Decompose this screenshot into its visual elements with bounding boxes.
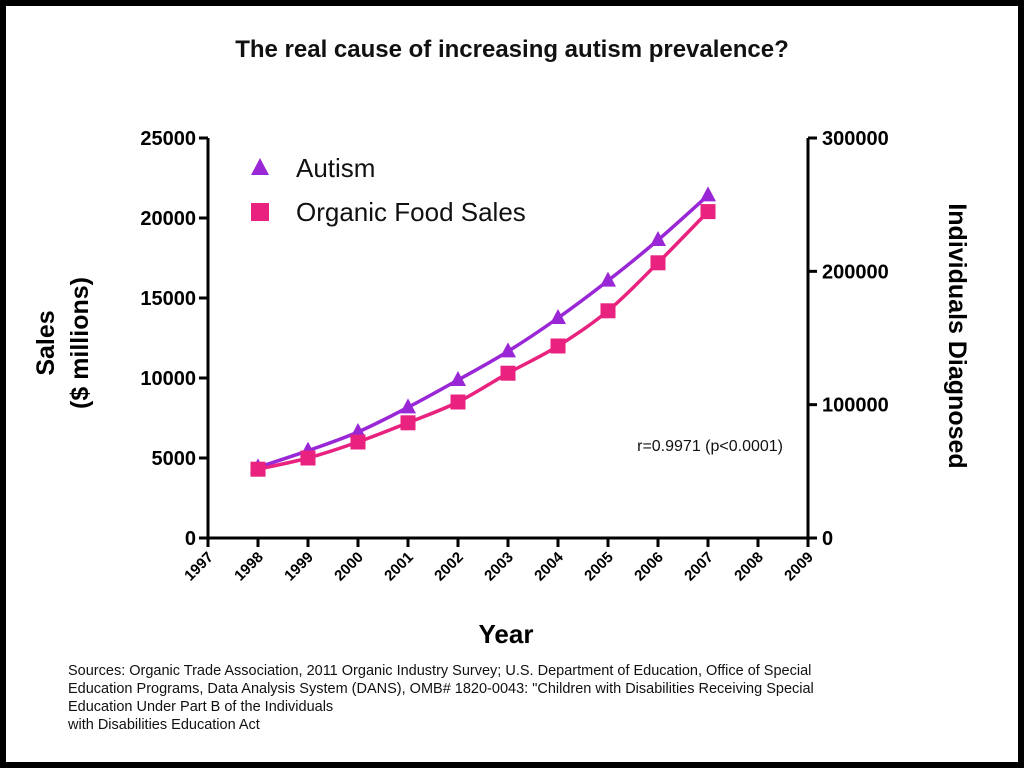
x-tick-label: 2001 bbox=[381, 549, 417, 585]
sources-line-2: Education Programs, Data Analysis System… bbox=[68, 681, 814, 697]
y-tick-label-left: 25000 bbox=[140, 128, 196, 150]
chart-svg: 0 5000 10000 15000 20000 25000 0 100000 200000 30… bbox=[32, 128, 971, 649]
data-point-autism bbox=[600, 271, 616, 287]
y-tick-label-right: 100000 bbox=[822, 395, 889, 417]
data-point-organic-food-sales bbox=[650, 255, 666, 271]
x-tick-label: 1999 bbox=[281, 549, 317, 585]
series-line-autism bbox=[257, 194, 710, 469]
data-point-organic-food-sales bbox=[550, 338, 566, 354]
data-point-organic-food-sales bbox=[300, 450, 316, 466]
x-tick-label: 2000 bbox=[331, 549, 367, 585]
x-tick-label: 2002 bbox=[431, 549, 467, 585]
data-point-autism bbox=[650, 231, 666, 246]
x-axis-label: Year bbox=[479, 619, 534, 649]
chart-panel: The real cause of increasing autism prev… bbox=[6, 6, 1018, 762]
y-tick-label-right: 200000 bbox=[822, 261, 889, 283]
data-point-organic-food-sales bbox=[250, 461, 266, 477]
y-tick-label-left: 15000 bbox=[140, 288, 196, 310]
data-point-organic-food-sales bbox=[500, 365, 516, 381]
y-axis-label-left-units: ($ millions) bbox=[66, 277, 94, 409]
data-point-autism bbox=[400, 398, 416, 414]
y-tick-label-right: 300000 bbox=[822, 128, 889, 150]
x-tick-label: 2004 bbox=[531, 548, 567, 584]
chart-title: The real cause of increasing autism prev… bbox=[235, 36, 789, 63]
x-tick-label: 2009 bbox=[781, 549, 817, 585]
sources-line-3: Education Under Part B of the Individual… bbox=[68, 699, 334, 715]
data-point-organic-food-sales bbox=[350, 434, 366, 450]
x-tick-label: 2007 bbox=[681, 549, 717, 585]
data-point-organic-food-sales bbox=[450, 394, 466, 410]
series-line-organic-food-sales bbox=[257, 210, 710, 471]
sources-note: Sources: Organic Trade Association, 2011… bbox=[68, 662, 1008, 734]
y-tick-label-left: 10000 bbox=[140, 368, 196, 390]
data-point-organic-food-sales bbox=[400, 415, 416, 431]
sources-line-1: Sources: Organic Trade Association, 2011… bbox=[68, 663, 812, 679]
data-point-autism bbox=[450, 371, 466, 386]
data-point-autism bbox=[700, 186, 716, 202]
x-tick-label: 2003 bbox=[481, 549, 517, 585]
x-tick-label: 2005 bbox=[581, 549, 617, 585]
y-axis-label-left: Sales bbox=[32, 310, 60, 375]
legend-marker-autism bbox=[251, 158, 269, 175]
sources-line-4: with Disabilities Education Act bbox=[68, 717, 260, 733]
y-tick-label-left: 20000 bbox=[140, 208, 196, 230]
y-axis-label-right: Individuals Diagnosed bbox=[943, 203, 971, 468]
data-point-autism bbox=[350, 423, 366, 438]
data-point-autism bbox=[500, 342, 516, 358]
y-tick-label-right: 0 bbox=[822, 528, 833, 550]
x-tick-label: 2008 bbox=[731, 549, 767, 585]
x-tick-label: 1997 bbox=[181, 549, 217, 585]
legend-label-autism: Autism bbox=[296, 153, 375, 183]
legend-marker-organic-food-sales bbox=[251, 203, 269, 221]
x-tick-label: 1998 bbox=[231, 549, 267, 585]
correlation-annotation: r=0.9971 (p<0.0001) bbox=[637, 438, 783, 455]
legend-label-organic-food-sales: Organic Food Sales bbox=[296, 197, 526, 227]
y-tick-label-left: 0 bbox=[185, 528, 196, 550]
y-tick-label-left: 5000 bbox=[152, 448, 197, 470]
x-tick-label: 2006 bbox=[631, 549, 667, 585]
data-point-autism bbox=[550, 309, 566, 324]
data-point-organic-food-sales bbox=[700, 204, 716, 220]
data-point-organic-food-sales bbox=[600, 303, 616, 319]
